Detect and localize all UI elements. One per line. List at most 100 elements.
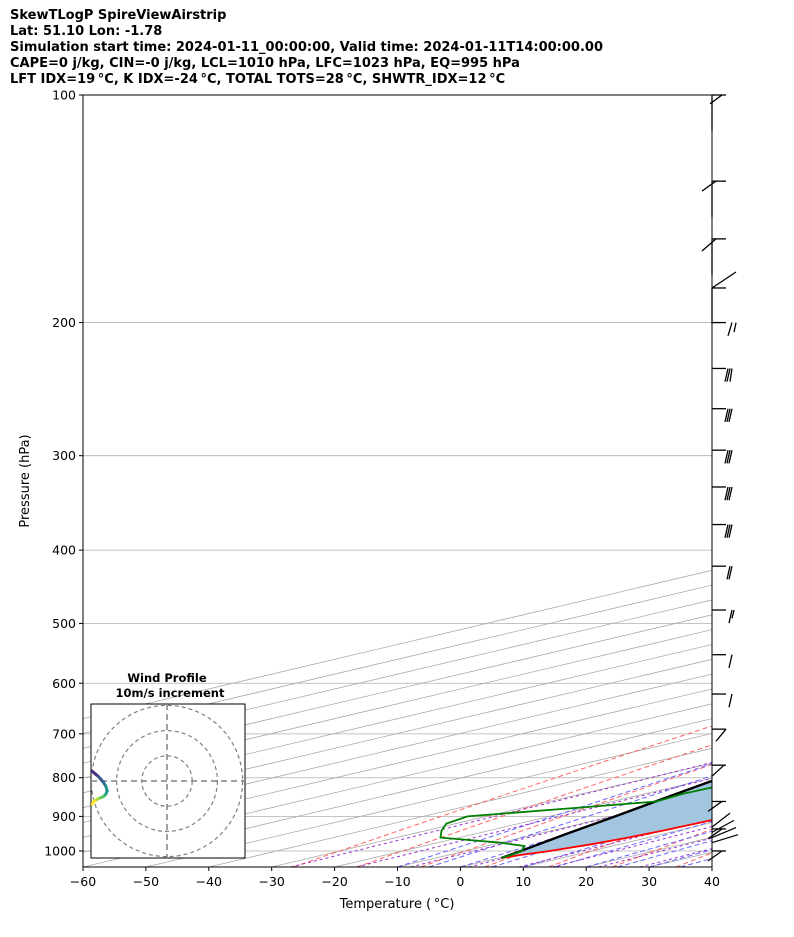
moist-adiabat-line — [554, 820, 712, 867]
wind-barb-flag — [709, 94, 723, 105]
wind-barb — [701, 238, 726, 275]
wind-barb — [701, 180, 726, 218]
wind-barb — [709, 94, 726, 131]
wind-barb-flag — [726, 524, 731, 538]
wind-barb-flag — [701, 238, 717, 252]
wind-barb-flag — [711, 834, 739, 844]
wind-barb-flag — [726, 408, 731, 423]
wind-barb-flag — [711, 827, 737, 839]
hodograph-segment — [91, 799, 97, 806]
wind-barb — [712, 523, 733, 538]
isotherm-line — [83, 688, 712, 838]
isotherm-line — [83, 673, 712, 823]
dry-adiabat-line — [548, 806, 712, 867]
wind-barb — [712, 367, 733, 382]
isotherm-line — [83, 703, 712, 853]
isotherm-line — [83, 629, 712, 779]
wind-barb-flag — [728, 654, 733, 669]
dewpoint-line — [439, 786, 712, 859]
isotherm-line — [649, 851, 712, 867]
wind-barb — [707, 800, 726, 812]
wind-barb-flag — [728, 609, 733, 624]
isotherm-line — [586, 836, 712, 867]
wind-barbs — [701, 94, 739, 862]
wind-barb-flag — [729, 368, 733, 382]
y-axis-label: Pressure (hPa) — [18, 434, 33, 527]
wind-barb — [712, 565, 733, 580]
cape-shaded-area — [501, 780, 712, 859]
x-tick-label: −10 — [384, 874, 410, 889]
x-tick-label: 10 — [515, 874, 531, 889]
y-tick-label: 400 — [52, 543, 76, 558]
hodograph-segment — [69, 765, 82, 767]
wind-barb-flag — [731, 609, 735, 619]
wind-barb — [711, 271, 737, 324]
moist-adiabat-line — [428, 775, 712, 867]
x-tick-label: 0 — [456, 874, 464, 889]
moist-adiabat-line — [680, 857, 712, 867]
mixing-ratio-line — [468, 805, 712, 867]
dry-adiabat-line — [484, 784, 712, 867]
wind-barb — [712, 486, 733, 501]
mixing-ratio-line — [598, 837, 712, 867]
wind-barb-flag — [726, 450, 731, 464]
wind-barb — [712, 654, 733, 669]
moist-adiabat-line — [397, 763, 712, 867]
figure-title: SkewTLogP SpireViewAirstrip — [10, 8, 227, 23]
mixing-ratio-line — [552, 826, 712, 867]
wind-barb-flag — [724, 486, 729, 501]
wind-barb — [712, 728, 727, 742]
y-tick-label: 600 — [52, 676, 76, 691]
isotherm-line — [334, 777, 712, 867]
hodograph-inset: Wind Profile 10m/s increment — [69, 671, 246, 859]
isotherm-line — [271, 762, 712, 867]
x-tick-label: 20 — [578, 874, 594, 889]
isotherm-line — [83, 644, 712, 794]
simulation-time-text: Simulation start time: 2024-01-11_00:00:… — [10, 40, 603, 55]
wind-barb — [712, 321, 737, 336]
wind-barb-flag — [733, 322, 737, 333]
wind-barb-flag — [728, 693, 733, 708]
isotherm-line — [208, 747, 712, 867]
wind-barb — [712, 693, 733, 708]
hodograph-ring — [115, 729, 219, 832]
x-tick-label: 40 — [704, 874, 720, 889]
moist-adiabat-line — [586, 830, 712, 867]
isotherm-line — [711, 866, 712, 867]
stability-indices-text: LFT IDX=19 °C, K IDX=-24 °C, TOTAL TOTS=… — [10, 72, 506, 87]
moist-adiabat-line — [711, 866, 712, 867]
wind-barb — [707, 850, 726, 862]
x-tick-label: −20 — [321, 874, 347, 889]
y-tick-label: 200 — [52, 315, 76, 330]
y-tick-label: 800 — [52, 770, 76, 785]
wind-barb-flag — [728, 524, 733, 538]
y-tick-label: 500 — [52, 616, 76, 631]
wind-barb-flag — [707, 800, 723, 812]
wind-barb-flag — [711, 819, 735, 833]
location-text: Lat: 51.10 Lon: -1.78 — [10, 24, 163, 39]
wind-barb-flag — [701, 180, 717, 192]
y-tick-label: 300 — [52, 448, 76, 463]
wind-barb-flag — [711, 764, 725, 777]
moist-adiabat-line — [523, 810, 712, 867]
wind-barb-flag — [728, 450, 733, 464]
y-tick-label: 100 — [52, 88, 76, 103]
y-tick-label: 1000 — [44, 843, 76, 858]
wind-barb — [712, 609, 735, 624]
isotherm-line — [397, 792, 712, 867]
wind-barb — [712, 449, 733, 464]
wind-barb-flag — [727, 322, 733, 336]
isotherm-line — [775, 95, 794, 867]
y-tick-label: 900 — [52, 809, 76, 824]
hodograph-segment — [91, 768, 100, 778]
dry-adiabat-line — [740, 95, 794, 867]
wind-barb — [712, 408, 733, 423]
isotherm-line — [145, 733, 712, 867]
wind-barb-flag — [726, 566, 731, 580]
dry-adiabat-line — [293, 725, 712, 867]
isotherm-line — [83, 718, 712, 867]
x-tick-label: 30 — [641, 874, 657, 889]
wind-barb-flag — [724, 408, 729, 423]
